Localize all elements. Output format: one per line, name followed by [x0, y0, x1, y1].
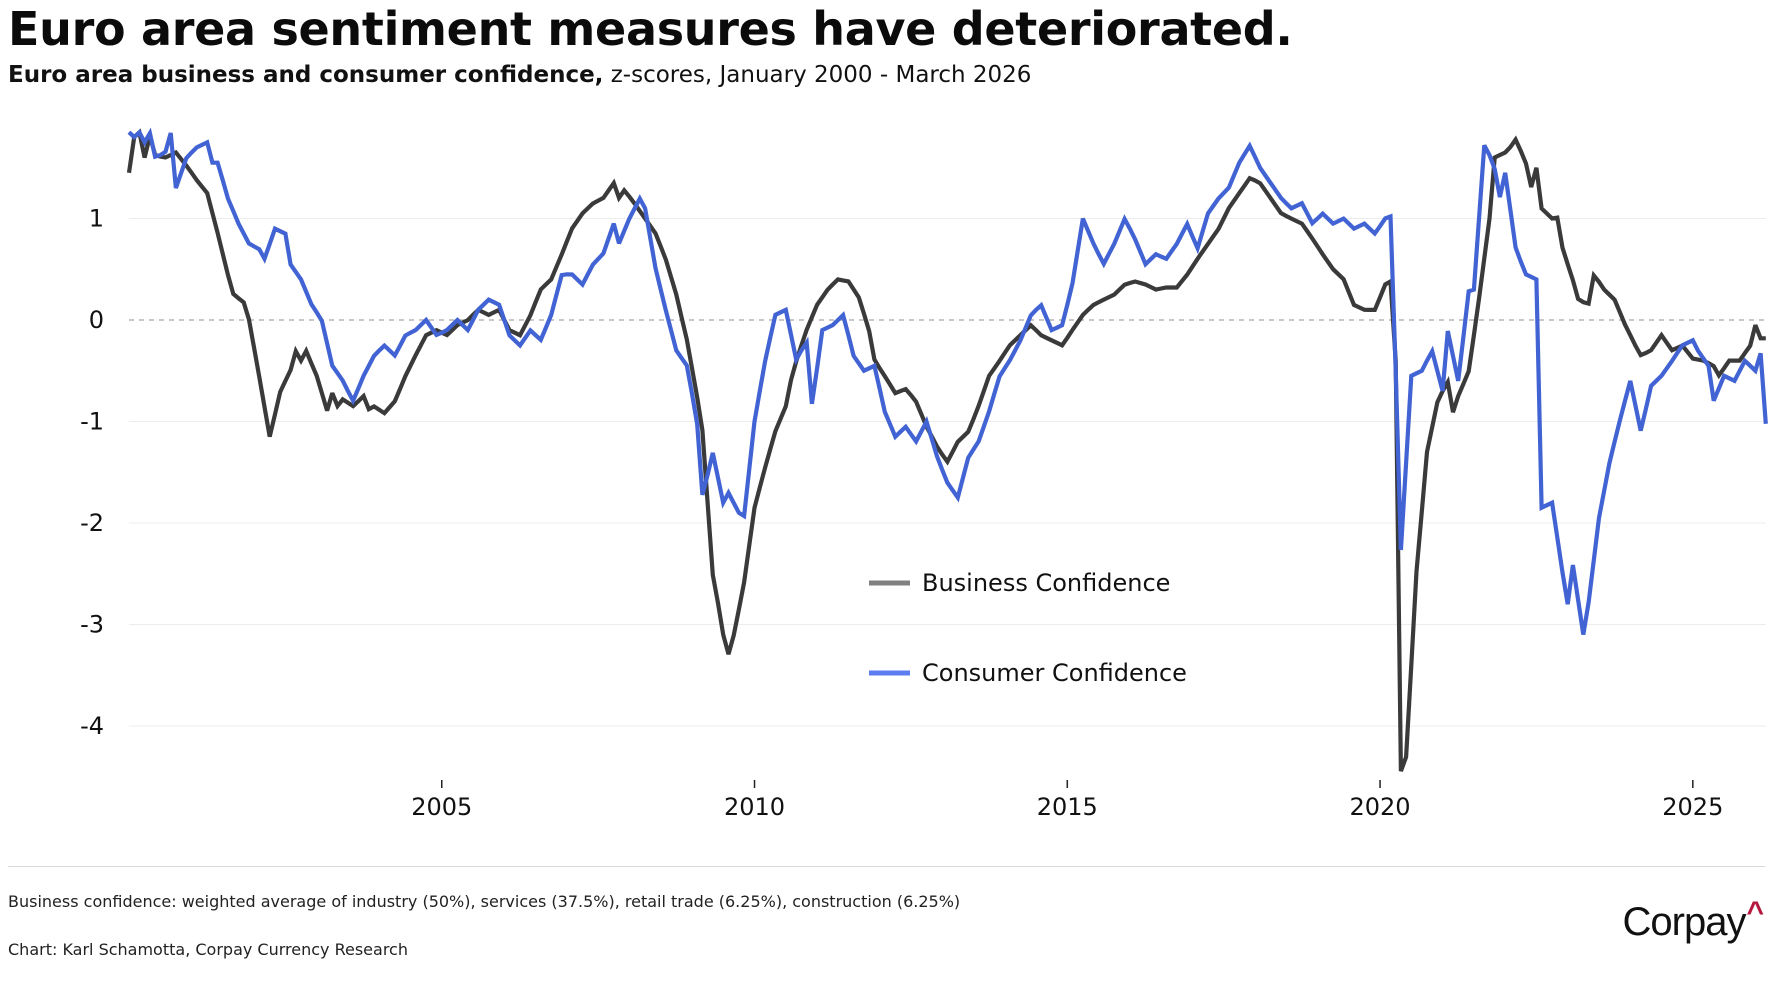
y-tick-label: 0	[89, 306, 104, 334]
series-lines	[126, 127, 1768, 772]
y-tick-label: -3	[80, 611, 104, 639]
x-axis: 2005 2010 2015 2020 2025	[411, 780, 1723, 821]
x-tick-label: 2005	[411, 793, 472, 821]
footer-divider	[8, 866, 1765, 867]
y-tick-label: -2	[80, 509, 104, 537]
legend-label-consumer-confidence: Consumer Confidence	[922, 659, 1187, 687]
x-tick-label: 2025	[1662, 793, 1723, 821]
caret-icon: ^	[1746, 896, 1764, 929]
chart-title: Euro area sentiment measures have deteri…	[8, 2, 1293, 56]
chart-subtitle: Euro area business and consumer confiden…	[8, 62, 1031, 88]
y-axis: 1 0 -1 -2 -3 -4	[80, 205, 104, 741]
chart-credit: Chart: Karl Schamotta, Corpay Currency R…	[8, 940, 408, 959]
y-tick-label: -4	[80, 712, 104, 740]
footnote: Business confidence: weighted average of…	[8, 892, 961, 911]
legend-label-business-confidence: Business Confidence	[922, 569, 1170, 597]
line-chart: 1 0 -1 -2 -3 -4 2005 2010 2015 2020 2025 Business…	[80, 127, 1768, 821]
subtitle-bold: Euro area business and consumer confiden…	[8, 62, 604, 88]
logo-text: Corpay	[1622, 900, 1747, 944]
series-line-consumer-confidence	[127, 127, 1768, 635]
x-tick-label: 2020	[1350, 793, 1411, 821]
series-line-business-confidence	[126, 128, 1766, 772]
y-tick-label: -1	[80, 408, 104, 436]
corpay-logo: Corpay^	[1622, 896, 1764, 945]
x-tick-label: 2010	[724, 793, 785, 821]
gridlines	[129, 218, 1766, 727]
x-tick-label: 2015	[1037, 793, 1098, 821]
legend: Business Confidence Consumer Confidence	[869, 569, 1187, 687]
y-tick-label: 1	[89, 205, 104, 233]
subtitle-rest: z-scores, January 2000 - March 2026	[603, 62, 1032, 88]
